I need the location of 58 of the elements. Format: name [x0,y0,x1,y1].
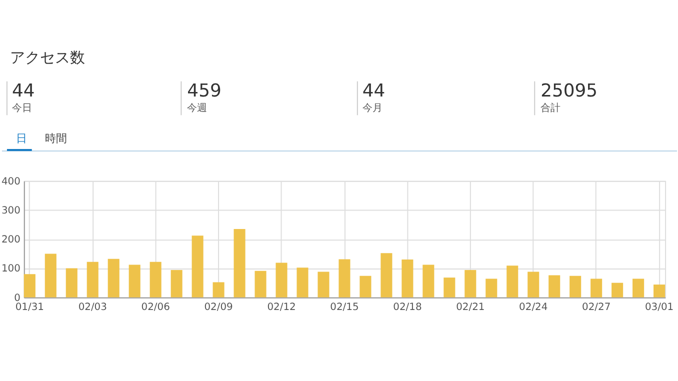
y-tick-label: 0 [14,292,20,304]
x-tick-label: 03/01 [644,302,674,313]
x-tick-label: 02/09 [204,302,233,313]
bar [170,270,182,298]
y-tick-label: 300 [1,205,20,216]
text: 459 [187,80,222,102]
text: 時間 [44,132,67,146]
bar [464,270,476,298]
bar [254,270,266,298]
x-tick-label: 01/31 [15,302,44,313]
bar [44,254,56,298]
y-tick-label: 200 [1,234,20,246]
text: 合計 [540,102,561,114]
bar [506,266,518,298]
bar [212,282,224,298]
bar [192,236,204,298]
bar [590,278,602,298]
x-tick-label: 02/03 [78,302,107,313]
chart-title: アクセス数 [10,48,85,66]
y-tick-label: 400 [1,176,20,188]
x-tick-label: 02/15 [330,302,359,313]
bar [318,272,330,298]
text: 日 [16,132,27,146]
text: 今週 [187,102,208,114]
bar [612,282,624,298]
bar [234,228,246,298]
bar [296,268,308,298]
bar [24,274,36,298]
bar [380,253,392,298]
text: 44 [362,80,386,102]
bar [570,276,582,298]
x-tick-label: 02/06 [141,302,170,313]
bar [528,272,540,298]
x-tick-label: 02/12 [267,302,296,313]
bar [654,284,666,298]
bar [66,268,78,298]
bar [86,262,98,298]
text: 今日 [12,102,32,114]
text: 今月 [362,102,382,114]
bar [108,258,120,298]
bar [360,276,372,298]
bar [632,278,644,298]
bar [422,264,434,298]
bar [402,260,414,298]
bar [338,259,350,298]
bar [548,275,560,298]
bar [276,262,288,298]
bar [486,278,498,298]
bar [128,264,140,298]
bar [150,262,162,298]
text: 25095 [540,80,598,102]
text: 44 [12,80,35,102]
x-tick-label: 02/27 [582,302,611,313]
x-tick-label: 02/24 [519,302,548,313]
bar [444,278,456,298]
x-tick-label: 02/18 [393,302,422,313]
x-tick-label: 02/21 [456,302,485,313]
y-tick-label: 100 [1,264,20,275]
